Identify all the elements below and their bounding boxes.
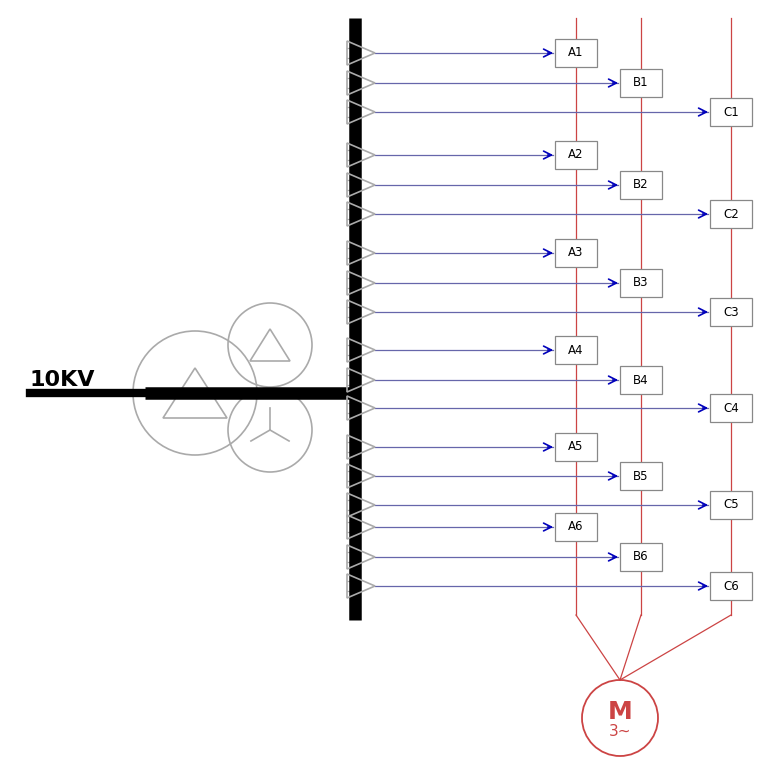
- FancyBboxPatch shape: [710, 298, 752, 326]
- Text: A1: A1: [568, 46, 584, 59]
- Text: 10KV: 10KV: [30, 370, 95, 390]
- Text: B2: B2: [633, 179, 649, 191]
- FancyBboxPatch shape: [710, 98, 752, 126]
- Text: 3~: 3~: [609, 725, 631, 739]
- FancyBboxPatch shape: [620, 543, 662, 571]
- Text: C1: C1: [723, 106, 739, 119]
- Text: B3: B3: [634, 277, 649, 289]
- Text: A5: A5: [568, 440, 584, 453]
- FancyBboxPatch shape: [620, 269, 662, 297]
- FancyBboxPatch shape: [620, 366, 662, 394]
- FancyBboxPatch shape: [620, 462, 662, 490]
- Text: B1: B1: [633, 76, 649, 89]
- FancyBboxPatch shape: [555, 141, 597, 169]
- FancyBboxPatch shape: [710, 491, 752, 519]
- Text: B5: B5: [634, 470, 649, 483]
- FancyBboxPatch shape: [555, 433, 597, 461]
- FancyBboxPatch shape: [710, 394, 752, 422]
- Text: A6: A6: [568, 520, 584, 534]
- Text: C5: C5: [723, 499, 739, 511]
- FancyBboxPatch shape: [620, 171, 662, 199]
- Text: B4: B4: [633, 373, 649, 386]
- FancyBboxPatch shape: [620, 69, 662, 97]
- Text: A3: A3: [568, 247, 584, 260]
- Text: M: M: [607, 700, 632, 724]
- FancyBboxPatch shape: [555, 336, 597, 364]
- Text: C4: C4: [723, 402, 739, 415]
- FancyBboxPatch shape: [555, 513, 597, 541]
- Text: C3: C3: [723, 305, 739, 318]
- Text: A4: A4: [568, 344, 584, 356]
- FancyBboxPatch shape: [710, 200, 752, 228]
- Text: C2: C2: [723, 207, 739, 221]
- Text: B6: B6: [633, 550, 649, 564]
- Text: A2: A2: [568, 149, 584, 161]
- FancyBboxPatch shape: [555, 239, 597, 267]
- Text: C6: C6: [723, 580, 739, 592]
- FancyBboxPatch shape: [710, 572, 752, 600]
- FancyBboxPatch shape: [555, 39, 597, 67]
